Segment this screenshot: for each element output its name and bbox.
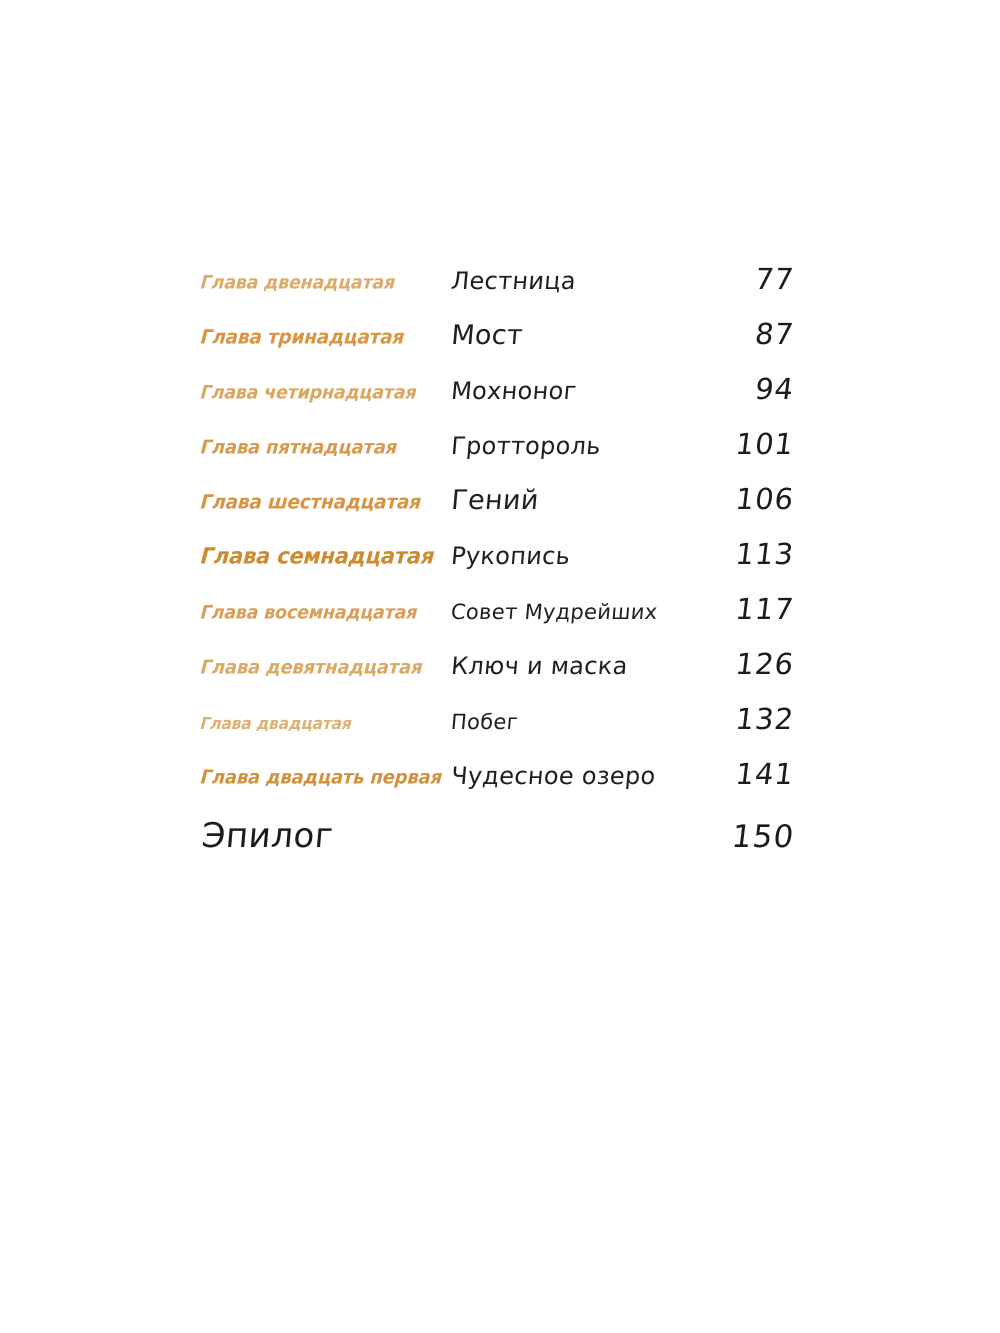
toc-entry-20[interactable]: Глава двадцатая Побег 132 [200, 702, 796, 757]
toc-entry-14[interactable]: Глава четирнадцатая Мохноног 94 [200, 372, 796, 427]
chapter-label: Глава двадцать первая [200, 766, 443, 789]
epilogue-label: Эпилог [200, 816, 335, 856]
chapter-title: Мост [450, 320, 525, 351]
chapter-title: Рукопись [450, 542, 572, 570]
table-of-contents: Глава двенадцатая Лестница 77 Глава трин… [200, 262, 796, 874]
chapter-title: Ключ и маска [450, 652, 629, 680]
chapter-label: Глава двадцатая [200, 713, 353, 733]
chapter-title: Лестница [450, 267, 578, 295]
chapter-label: Глава восемнадцатая [200, 602, 419, 624]
chapter-page-number: 141 [733, 757, 797, 791]
toc-entry-18[interactable]: Глава восемнадцатая Совет Мудрейших 117 [200, 592, 796, 647]
chapter-page-number: 106 [733, 482, 797, 516]
chapter-page-number: 113 [733, 537, 797, 571]
toc-entry-15[interactable]: Глава пятнадцатая Гроттороль 101 [200, 427, 796, 482]
toc-entry-16[interactable]: Глава шестнадцатая Гений 106 [200, 482, 796, 537]
toc-entry-21[interactable]: Глава двадцать первая Чудесное озеро 141 [200, 757, 796, 812]
chapter-title: Гроттороль [450, 432, 603, 460]
chapter-label: Глава шестнадцатая [200, 491, 422, 514]
chapter-page-number: 77 [753, 262, 797, 296]
chapter-title: Гений [450, 485, 541, 516]
chapter-title: Совет Мудрейших [450, 600, 659, 624]
toc-entry-13[interactable]: Глава тринадцатая Мост 87 [200, 317, 796, 372]
toc-entry-17[interactable]: Глава семнадцатая Рукопись 113 [200, 537, 796, 592]
chapter-page-number: 132 [733, 702, 797, 736]
chapter-label: Глава тринадцатая [200, 326, 406, 349]
chapter-label: Глава четирнадцатая [200, 382, 418, 404]
epilogue-page-number: 150 [729, 819, 797, 855]
chapter-page-number: 117 [733, 592, 797, 626]
chapter-title: Мохноног [450, 377, 578, 405]
chapter-page-number: 94 [753, 372, 797, 406]
chapter-page-number: 87 [753, 317, 797, 351]
toc-entry-19[interactable]: Глава девятнадцатая Ключ и маска 126 [200, 647, 796, 702]
chapter-label: Глава девятнадцатая [200, 656, 424, 679]
toc-entry-12[interactable]: Глава двенадцатая Лестница 77 [200, 262, 796, 317]
chapter-page-number: 126 [733, 647, 797, 681]
chapter-label: Глава пятнадцатая [200, 436, 398, 459]
toc-entry-epilogue[interactable]: Эпилог 150 [200, 816, 796, 874]
chapter-title: Побег [450, 710, 520, 734]
chapter-page-number: 101 [733, 427, 797, 461]
chapter-title: Чудесное озеро [450, 762, 657, 790]
chapter-label: Глава двенадцатая [200, 272, 396, 294]
chapter-label: Глава семнадцатая [200, 543, 436, 569]
